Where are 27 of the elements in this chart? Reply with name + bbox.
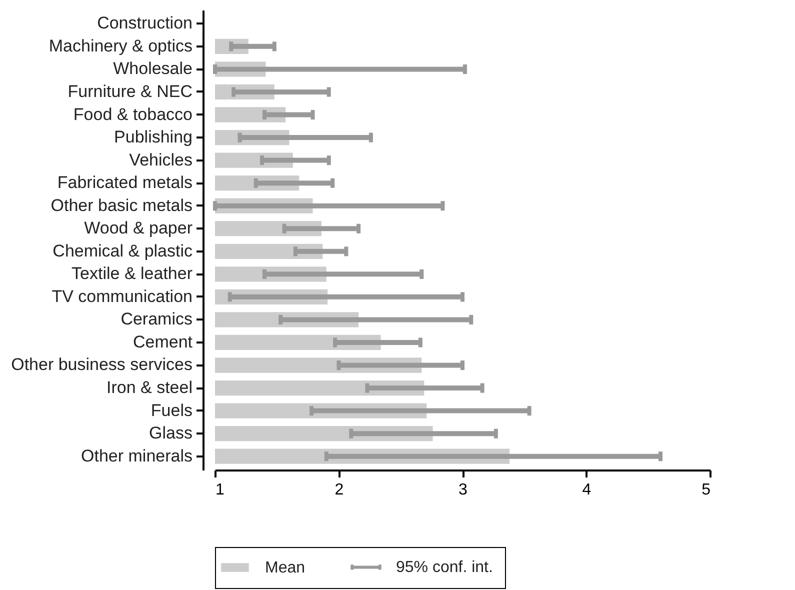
y-tick-label: TV communication	[52, 286, 192, 306]
y-tick-label: Fuels	[150, 400, 192, 420]
text: 95% conf. int.	[396, 559, 493, 576]
legend-label: Mean	[265, 560, 306, 576]
y-tick-label: Cement	[132, 332, 193, 352]
y-tick-label: Other business services	[11, 355, 192, 374]
y-tick-label: Other basic metals	[50, 196, 192, 215]
x-tick-label: 3	[458, 482, 468, 498]
y-tick-label: Textile & leather	[72, 264, 193, 284]
y-tick-label: Wood & paper	[84, 218, 193, 238]
x-tick-label: 1	[216, 482, 224, 498]
y-tick-label: Furniture & NEC	[68, 82, 192, 101]
y-tick-label: Machinery & optics	[48, 36, 192, 56]
x-tick-label: 5	[702, 482, 711, 498]
x-tick-label: 2	[334, 482, 344, 498]
y-tick-label: Ceramics	[120, 310, 192, 329]
y-tick-label: Iron & steel	[106, 378, 192, 398]
y-tick-label: Construction	[97, 14, 192, 33]
y-tick-label: Publishing	[114, 128, 192, 147]
y-tick-label: Wholesale	[113, 59, 192, 78]
y-tick-label: Chemical & plastic	[52, 241, 193, 260]
y-tick-label: Food & tobacco	[73, 104, 192, 124]
y-tick-label: Vehicles	[129, 150, 192, 170]
y-tick-label: Fabricated metals	[57, 173, 192, 192]
x-tick-label: 4	[582, 482, 592, 498]
y-tick-label: Other minerals	[81, 446, 192, 466]
y-tick-label: Glass	[149, 424, 192, 443]
